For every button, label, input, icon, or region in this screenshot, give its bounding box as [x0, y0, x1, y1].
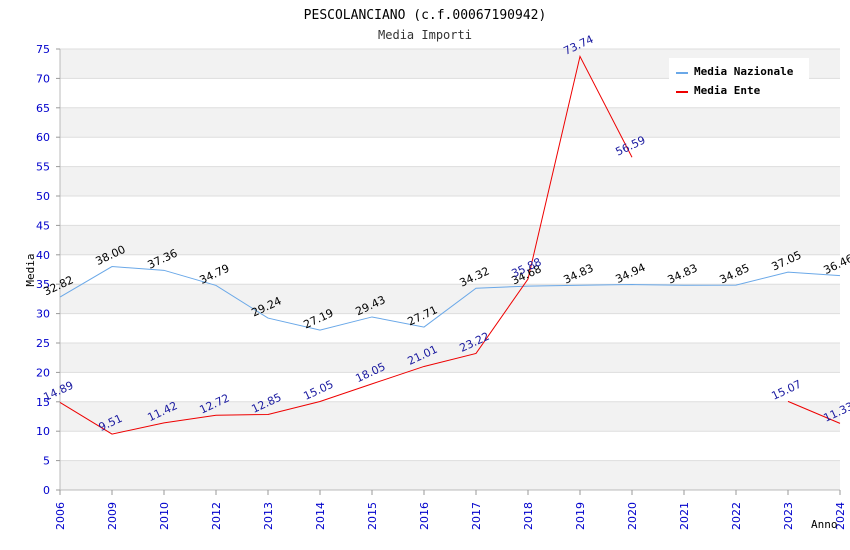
data-label-ente: 14.89 — [41, 379, 75, 404]
data-label-nazionale: 36.46 — [821, 252, 850, 277]
grid-band — [60, 166, 840, 196]
x-tick-label: 2018 — [522, 502, 535, 530]
y-tick-label: 50 — [36, 190, 50, 203]
legend-label-ente: Media Ente — [694, 84, 761, 97]
data-label-ente: 15.05 — [301, 378, 335, 403]
x-tick-label: 2022 — [730, 502, 743, 530]
x-tick-label: 2020 — [626, 502, 639, 530]
y-tick-label: 55 — [36, 161, 50, 174]
x-axis-ticks: 2006 2009 2010 2012 2013 2014 2015 2016 2017 2018… — [54, 490, 847, 530]
series-line-ente — [787, 400, 841, 424]
grid-band — [60, 401, 840, 432]
series-line-nazionale — [59, 266, 841, 331]
data-label-nazionale: 34.79 — [197, 262, 231, 287]
legend-label-nazionale: Media Nazionale — [694, 65, 794, 78]
chart-title: PESCOLANCIANO (c.f.00067190942) — [304, 8, 547, 23]
grid-band — [60, 460, 840, 490]
y-tick-label: 65 — [36, 102, 50, 115]
y-tick-label: 15 — [36, 396, 50, 409]
chart-subtitle: Media Importi — [378, 28, 472, 42]
grid-lines — [60, 48, 840, 491]
y-axis-label: Media — [24, 253, 37, 286]
grid-bands — [60, 49, 840, 490]
data-label-nazionale: 34.83 — [561, 261, 595, 286]
y-tick-label: 45 — [36, 219, 50, 232]
data-label-ente: 15.07 — [769, 378, 803, 403]
y-tick-label: 70 — [36, 72, 50, 85]
y-tick-label: 25 — [36, 337, 50, 350]
x-tick-label: 2010 — [158, 502, 171, 530]
y-tick-label: 20 — [36, 366, 50, 379]
x-tick-label: 2015 — [366, 502, 379, 530]
x-tick-label: 2012 — [210, 502, 223, 530]
y-tick-label: 10 — [36, 425, 50, 438]
y-tick-label: 75 — [36, 43, 50, 56]
x-tick-label: 2023 — [782, 502, 795, 530]
axes — [59, 49, 840, 491]
x-tick-label: 2006 — [54, 502, 67, 530]
x-tick-label: 2009 — [106, 502, 119, 530]
y-tick-label: 5 — [43, 455, 50, 468]
x-tick-label: 2024 — [834, 502, 847, 530]
x-tick-label: 2013 — [262, 502, 275, 530]
legend: Media Nazionale Media Ente — [669, 58, 809, 102]
series-lines — [59, 54, 841, 435]
x-axis-label: Anno — [811, 518, 838, 531]
grid-band — [60, 343, 840, 373]
x-tick-label: 2019 — [574, 502, 587, 530]
data-label-nazionale: 34.94 — [613, 261, 647, 286]
y-tick-label: 35 — [36, 278, 50, 291]
x-tick-label: 2016 — [418, 502, 431, 530]
y-tick-label: 60 — [36, 131, 50, 144]
grid-band — [60, 225, 840, 255]
x-tick-label: 2017 — [470, 502, 483, 530]
x-tick-label: 2021 — [678, 502, 691, 530]
y-tick-label: 40 — [36, 249, 50, 262]
grid-band — [60, 284, 840, 314]
grid-band — [60, 107, 840, 138]
legend-box — [669, 58, 809, 102]
y-axis-ticks: 0 5 10 15 20 25 30 35 40 45 50 55 60 65 70 75 — [36, 43, 60, 497]
y-tick-label: 30 — [36, 308, 50, 321]
data-label-nazionale: 34.83 — [665, 261, 699, 286]
x-tick-label: 2014 — [314, 502, 327, 530]
series-line-ente — [59, 54, 633, 435]
y-tick-label: 0 — [43, 484, 50, 497]
